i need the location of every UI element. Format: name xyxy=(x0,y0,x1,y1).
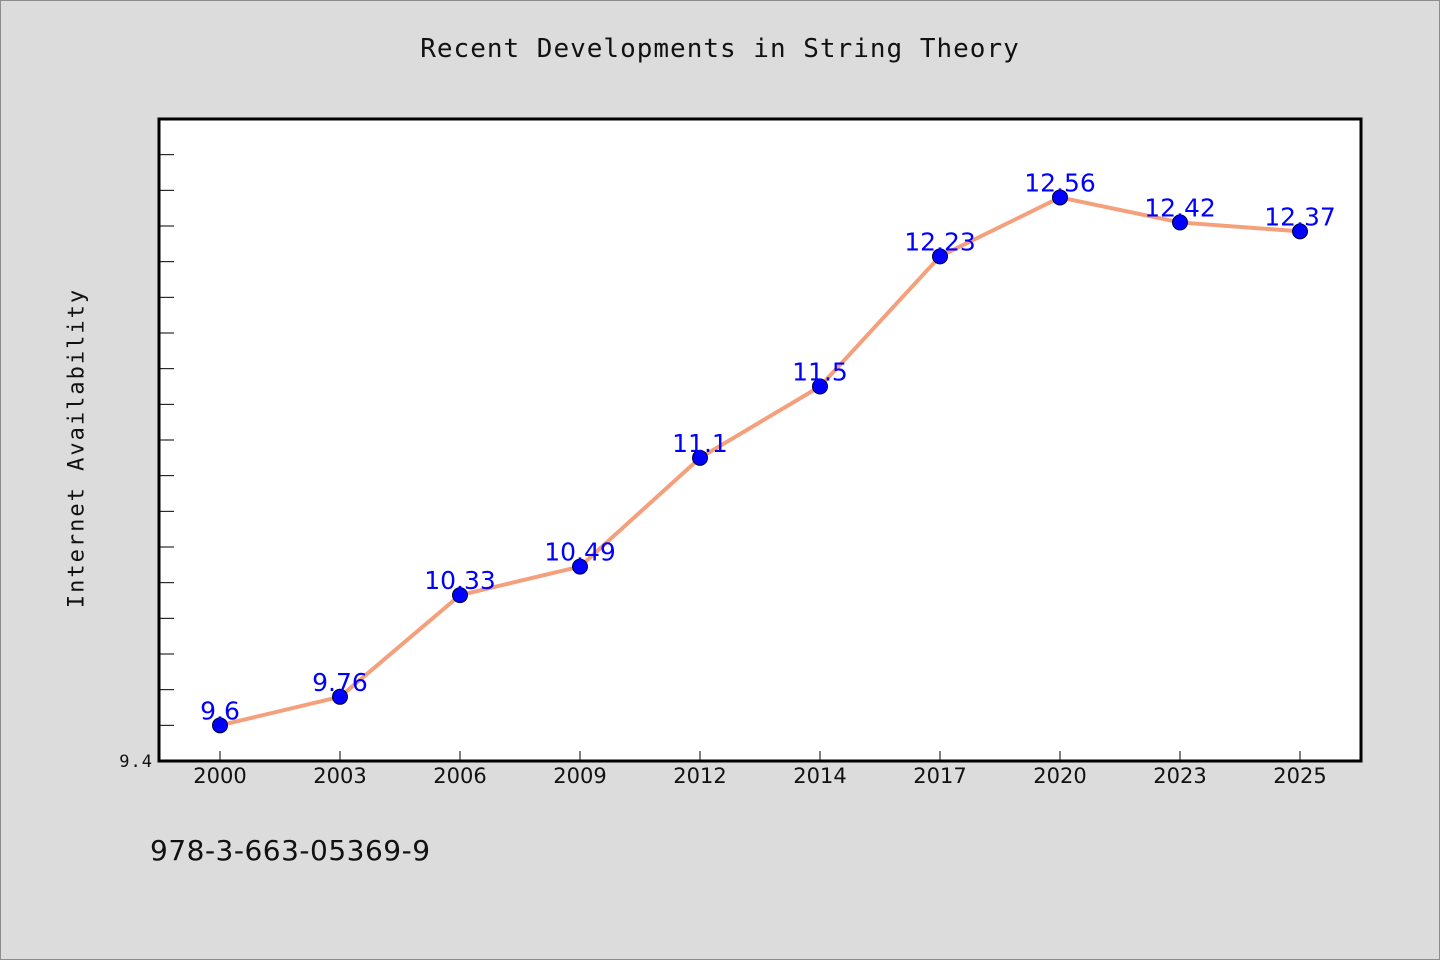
data-point xyxy=(932,248,948,265)
data-label-layer: 9.6 9.76 10.33 10.49 11.1 11.5 12.23 12.56 12.42… xyxy=(200,168,1336,725)
plot-area xyxy=(157,117,1363,763)
y-tick-label: 9.4 xyxy=(119,752,153,772)
x-tick-label: 2025 xyxy=(1273,764,1326,788)
x-tick-label: 2014 xyxy=(793,764,846,788)
x-tick-label: 2009 xyxy=(553,764,606,788)
y-axis-ticks: 9.4 xyxy=(119,154,174,772)
x-tick-label: 2012 xyxy=(673,764,726,788)
isbn-code: 978-3-663-05369-9 xyxy=(150,834,431,867)
data-label: 12.37 xyxy=(1264,202,1336,231)
data-point xyxy=(212,717,228,734)
data-label: 11.5 xyxy=(792,358,848,387)
data-label: 10.49 xyxy=(544,538,616,567)
x-axis-ticks: 2000 2003 2006 2009 2012 2014 2017 2020 2023 2025 xyxy=(193,751,1327,788)
x-tick-label: 2003 xyxy=(313,764,366,788)
chart-title: Recent Developments in String Theory xyxy=(420,34,1020,64)
data-point xyxy=(812,378,828,395)
data-label: 10.33 xyxy=(424,566,496,595)
data-point xyxy=(332,688,348,705)
data-label: 11.1 xyxy=(672,429,728,458)
data-point xyxy=(452,587,468,604)
series-line xyxy=(218,195,1302,728)
x-tick-label: 2000 xyxy=(193,764,246,788)
x-tick-label: 2006 xyxy=(433,764,486,788)
data-point xyxy=(1052,189,1068,206)
data-label: 12.56 xyxy=(1024,168,1096,197)
x-tick-label: 2017 xyxy=(913,764,966,788)
data-label: 9.76 xyxy=(312,668,368,697)
data-point xyxy=(1292,223,1308,240)
data-point xyxy=(1172,214,1188,231)
x-tick-label: 2023 xyxy=(1153,764,1206,788)
series-layer xyxy=(212,189,1308,734)
x-tick-label: 2020 xyxy=(1033,764,1086,788)
data-label: 9.6 xyxy=(200,696,240,725)
data-point xyxy=(692,449,708,466)
data-label: 12.23 xyxy=(904,227,976,256)
data-label: 12.42 xyxy=(1144,193,1216,222)
data-point xyxy=(572,558,588,575)
